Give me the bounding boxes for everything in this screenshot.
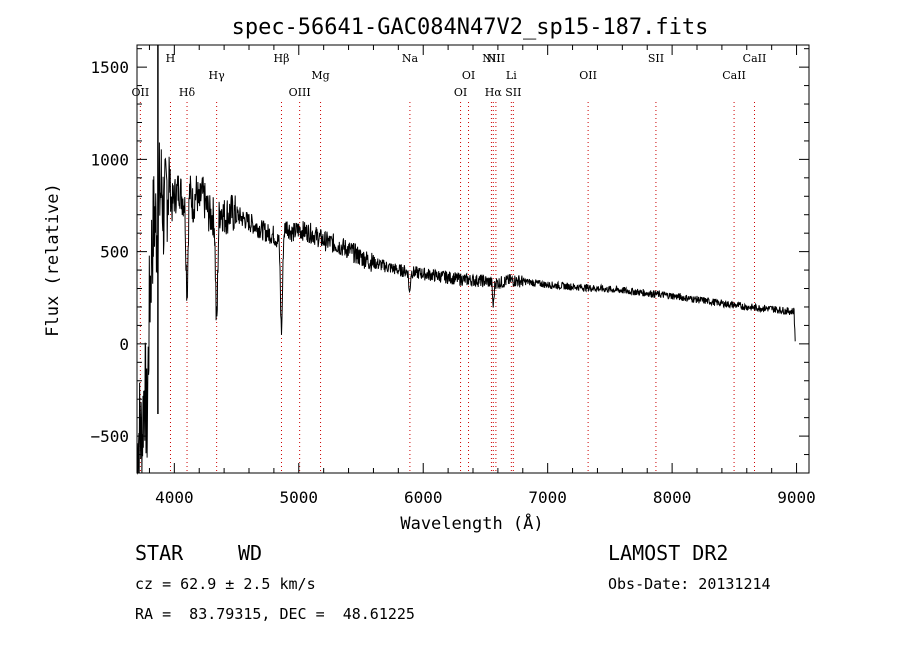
spectral-line-label: OII: [132, 86, 150, 99]
spectral-line-label: SII: [648, 52, 664, 65]
x-tick-label: 6000: [404, 488, 443, 507]
x-tick-label: 8000: [653, 488, 692, 507]
x-axis-label: Wavelength (Å): [400, 512, 543, 534]
y-tick-label: −500: [90, 427, 129, 446]
spectral-line-label: CaII: [743, 52, 767, 65]
spectral-line-markers: OIIHHδHγHβOIIIMgNaOIOINIIHαNIILiSIIOIISI…: [132, 52, 767, 473]
x-tick-label: 7000: [528, 488, 567, 507]
spectral-line-label: Mg: [311, 69, 329, 82]
spectral-line-label: Li: [506, 69, 517, 82]
spectral-line-label: OI: [454, 86, 467, 99]
spectrum-series: [136, 45, 796, 475]
spectral-line-label: Hγ: [209, 69, 226, 82]
coordinates-text: RA = 83.79315, DEC = 48.61225: [135, 605, 415, 623]
spectral-line-label: Hδ: [179, 86, 196, 99]
spectrum-line: [136, 142, 796, 475]
redshift-text: cz = 62.9 ± 2.5 km/s: [135, 575, 316, 593]
axes: 4000 5000 6000 7000 8000 9000 −500 0 500 1000 1500: [90, 44, 816, 507]
x-tick-label: 5000: [280, 488, 319, 507]
y-tick-label: 1000: [90, 150, 129, 169]
spectral-line-label: Na: [402, 52, 419, 65]
spectral-line-label: H: [166, 52, 176, 65]
y-axis-label: Flux (relative): [43, 183, 63, 337]
spectral-line-label: OIII: [289, 86, 311, 99]
survey-label: LAMOST DR2: [608, 541, 729, 565]
spectral-line-label: OII: [579, 69, 597, 82]
object-class-label: STAR: [135, 541, 184, 565]
spectral-line-label: SII: [505, 86, 521, 99]
x-tick-label: 4000: [155, 488, 194, 507]
spectral-line-label: CaII: [722, 69, 746, 82]
y-tick-label: 1500: [90, 58, 129, 77]
spectral-line-label: Hβ: [274, 52, 290, 65]
y-tick-label: 500: [100, 243, 129, 262]
chart-title: spec-56641-GAC084N47V2_sp15-187.fits: [232, 15, 709, 40]
object-subclass-label: WD: [238, 541, 263, 565]
plot-frame: [136, 44, 810, 474]
spectral-line-label: NII: [482, 52, 500, 65]
spectral-line-label: OI: [462, 69, 475, 82]
x-tick-label: 9000: [777, 488, 816, 507]
obs-date-text: Obs-Date: 20131214: [608, 575, 771, 593]
spectral-line-label: NII: [487, 52, 505, 65]
spectral-line-label: Hα: [485, 86, 503, 99]
y-tick-label: 0: [119, 335, 129, 354]
